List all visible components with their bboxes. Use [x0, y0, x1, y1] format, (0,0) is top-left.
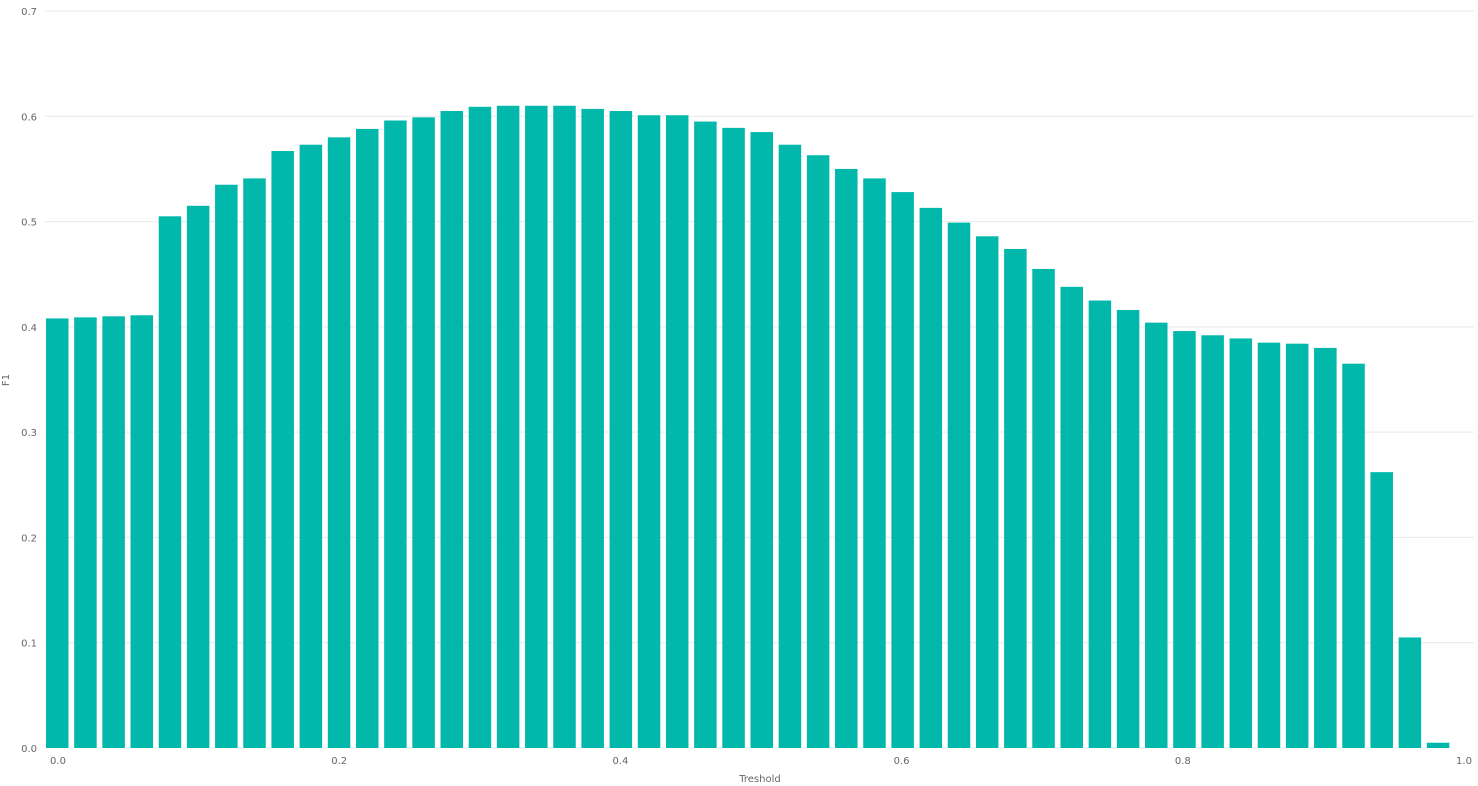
bar[interactable]	[355, 128, 379, 749]
bar[interactable]	[722, 127, 745, 749]
x-axis-ticks: 0.0 0.2 0.4 0.6 0.8 1.0	[50, 756, 1472, 767]
bar[interactable]	[1398, 637, 1422, 748]
y-tick-label: 0.1	[21, 639, 37, 650]
y-tick-label: 0.6	[21, 112, 37, 123]
bar[interactable]	[1004, 248, 1027, 748]
bar[interactable]	[581, 108, 604, 748]
x-tick-label: 0.4	[612, 756, 628, 767]
bar[interactable]	[384, 120, 407, 749]
y-tick-label: 0.2	[21, 533, 37, 544]
bars	[46, 105, 1450, 749]
bar[interactable]	[158, 216, 182, 749]
bar[interactable]	[609, 111, 633, 749]
bar[interactable]	[299, 144, 323, 748]
x-tick-label: 0.8	[1175, 756, 1191, 767]
bar[interactable]	[778, 144, 802, 748]
bar[interactable]	[1088, 300, 1112, 748]
bar[interactable]	[74, 317, 97, 748]
bar[interactable]	[130, 315, 154, 748]
bar[interactable]	[1173, 331, 1196, 748]
y-tick-label: 0.0	[21, 744, 37, 755]
bar[interactable]	[1145, 322, 1168, 748]
bar[interactable]	[46, 318, 69, 748]
bar[interactable]	[496, 105, 520, 748]
bar[interactable]	[863, 178, 886, 748]
x-tick-label: 0.6	[894, 756, 910, 767]
bar[interactable]	[1314, 347, 1337, 748]
bar[interactable]	[835, 168, 858, 748]
bar[interactable]	[186, 205, 210, 748]
y-axis-ticks: 0.0 0.1 0.2 0.3 0.4 0.5 0.6 0.7	[21, 7, 37, 755]
bar[interactable]	[102, 316, 125, 748]
bar[interactable]	[271, 151, 294, 748]
bar[interactable]	[468, 106, 492, 748]
bar[interactable]	[1257, 342, 1281, 748]
bar[interactable]	[975, 236, 999, 748]
y-axis-title: F1	[1, 374, 12, 386]
bar[interactable]	[637, 115, 661, 749]
y-tick-label: 0.4	[21, 323, 37, 334]
bar[interactable]	[1285, 343, 1309, 748]
y-tick-label: 0.3	[21, 428, 37, 439]
bar[interactable]	[1342, 363, 1365, 748]
bar[interactable]	[1370, 472, 1393, 748]
bar[interactable]	[243, 178, 266, 748]
bar[interactable]	[665, 115, 689, 749]
y-tick-label: 0.5	[21, 218, 37, 229]
bar[interactable]	[215, 184, 238, 748]
bar[interactable]	[1032, 268, 1055, 748]
x-tick-label: 1.0	[1456, 756, 1472, 767]
y-tick-label: 0.7	[21, 7, 37, 18]
bar[interactable]	[919, 207, 943, 749]
x-tick-label: 0.0	[50, 756, 66, 767]
bar[interactable]	[947, 222, 971, 749]
bar[interactable]	[440, 111, 464, 749]
bar[interactable]	[1201, 335, 1224, 748]
bar[interactable]	[553, 105, 576, 748]
bar[interactable]	[694, 121, 717, 749]
bar[interactable]	[412, 117, 435, 749]
bar[interactable]	[1229, 338, 1253, 748]
bar[interactable]	[806, 155, 830, 748]
bar[interactable]	[1116, 310, 1140, 748]
bar[interactable]	[891, 192, 914, 748]
bar[interactable]	[525, 105, 548, 748]
bar[interactable]	[750, 132, 774, 749]
x-tick-label: 0.2	[331, 756, 347, 767]
bar[interactable]	[327, 137, 351, 749]
x-axis-title: Treshold	[738, 774, 780, 785]
bar[interactable]	[1060, 286, 1083, 748]
bar[interactable]	[1426, 742, 1450, 748]
